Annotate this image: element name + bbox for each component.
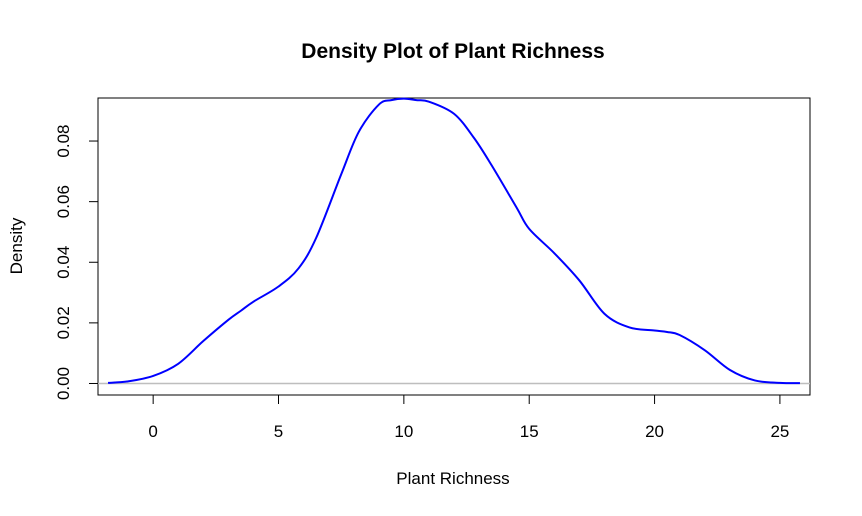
y-axis-label: Density [7,217,26,274]
plot-frame [97,97,811,396]
y-tick-label: 0.00 [54,367,73,400]
y-axis: 0.00 0.02 0.04 0.06 0.08 [54,124,99,400]
x-tick-label: 15 [520,422,539,441]
x-tick-label: 20 [645,422,664,441]
y-tick-label: 0.08 [54,124,73,157]
x-tick-label: 10 [394,422,413,441]
x-tick-label: 0 [148,422,157,441]
x-tick-label: 5 [274,422,283,441]
x-tick-label: 25 [770,422,789,441]
chart-title: Density Plot of Plant Richness [301,40,604,63]
x-axis: 0 5 10 15 20 25 [148,394,789,441]
density-curve [107,97,800,385]
x-axis-label: Plant Richness [396,469,509,488]
y-tick-label: 0.02 [54,306,73,339]
y-tick-label: 0.06 [54,185,73,218]
y-tick-label: 0.04 [54,246,73,279]
